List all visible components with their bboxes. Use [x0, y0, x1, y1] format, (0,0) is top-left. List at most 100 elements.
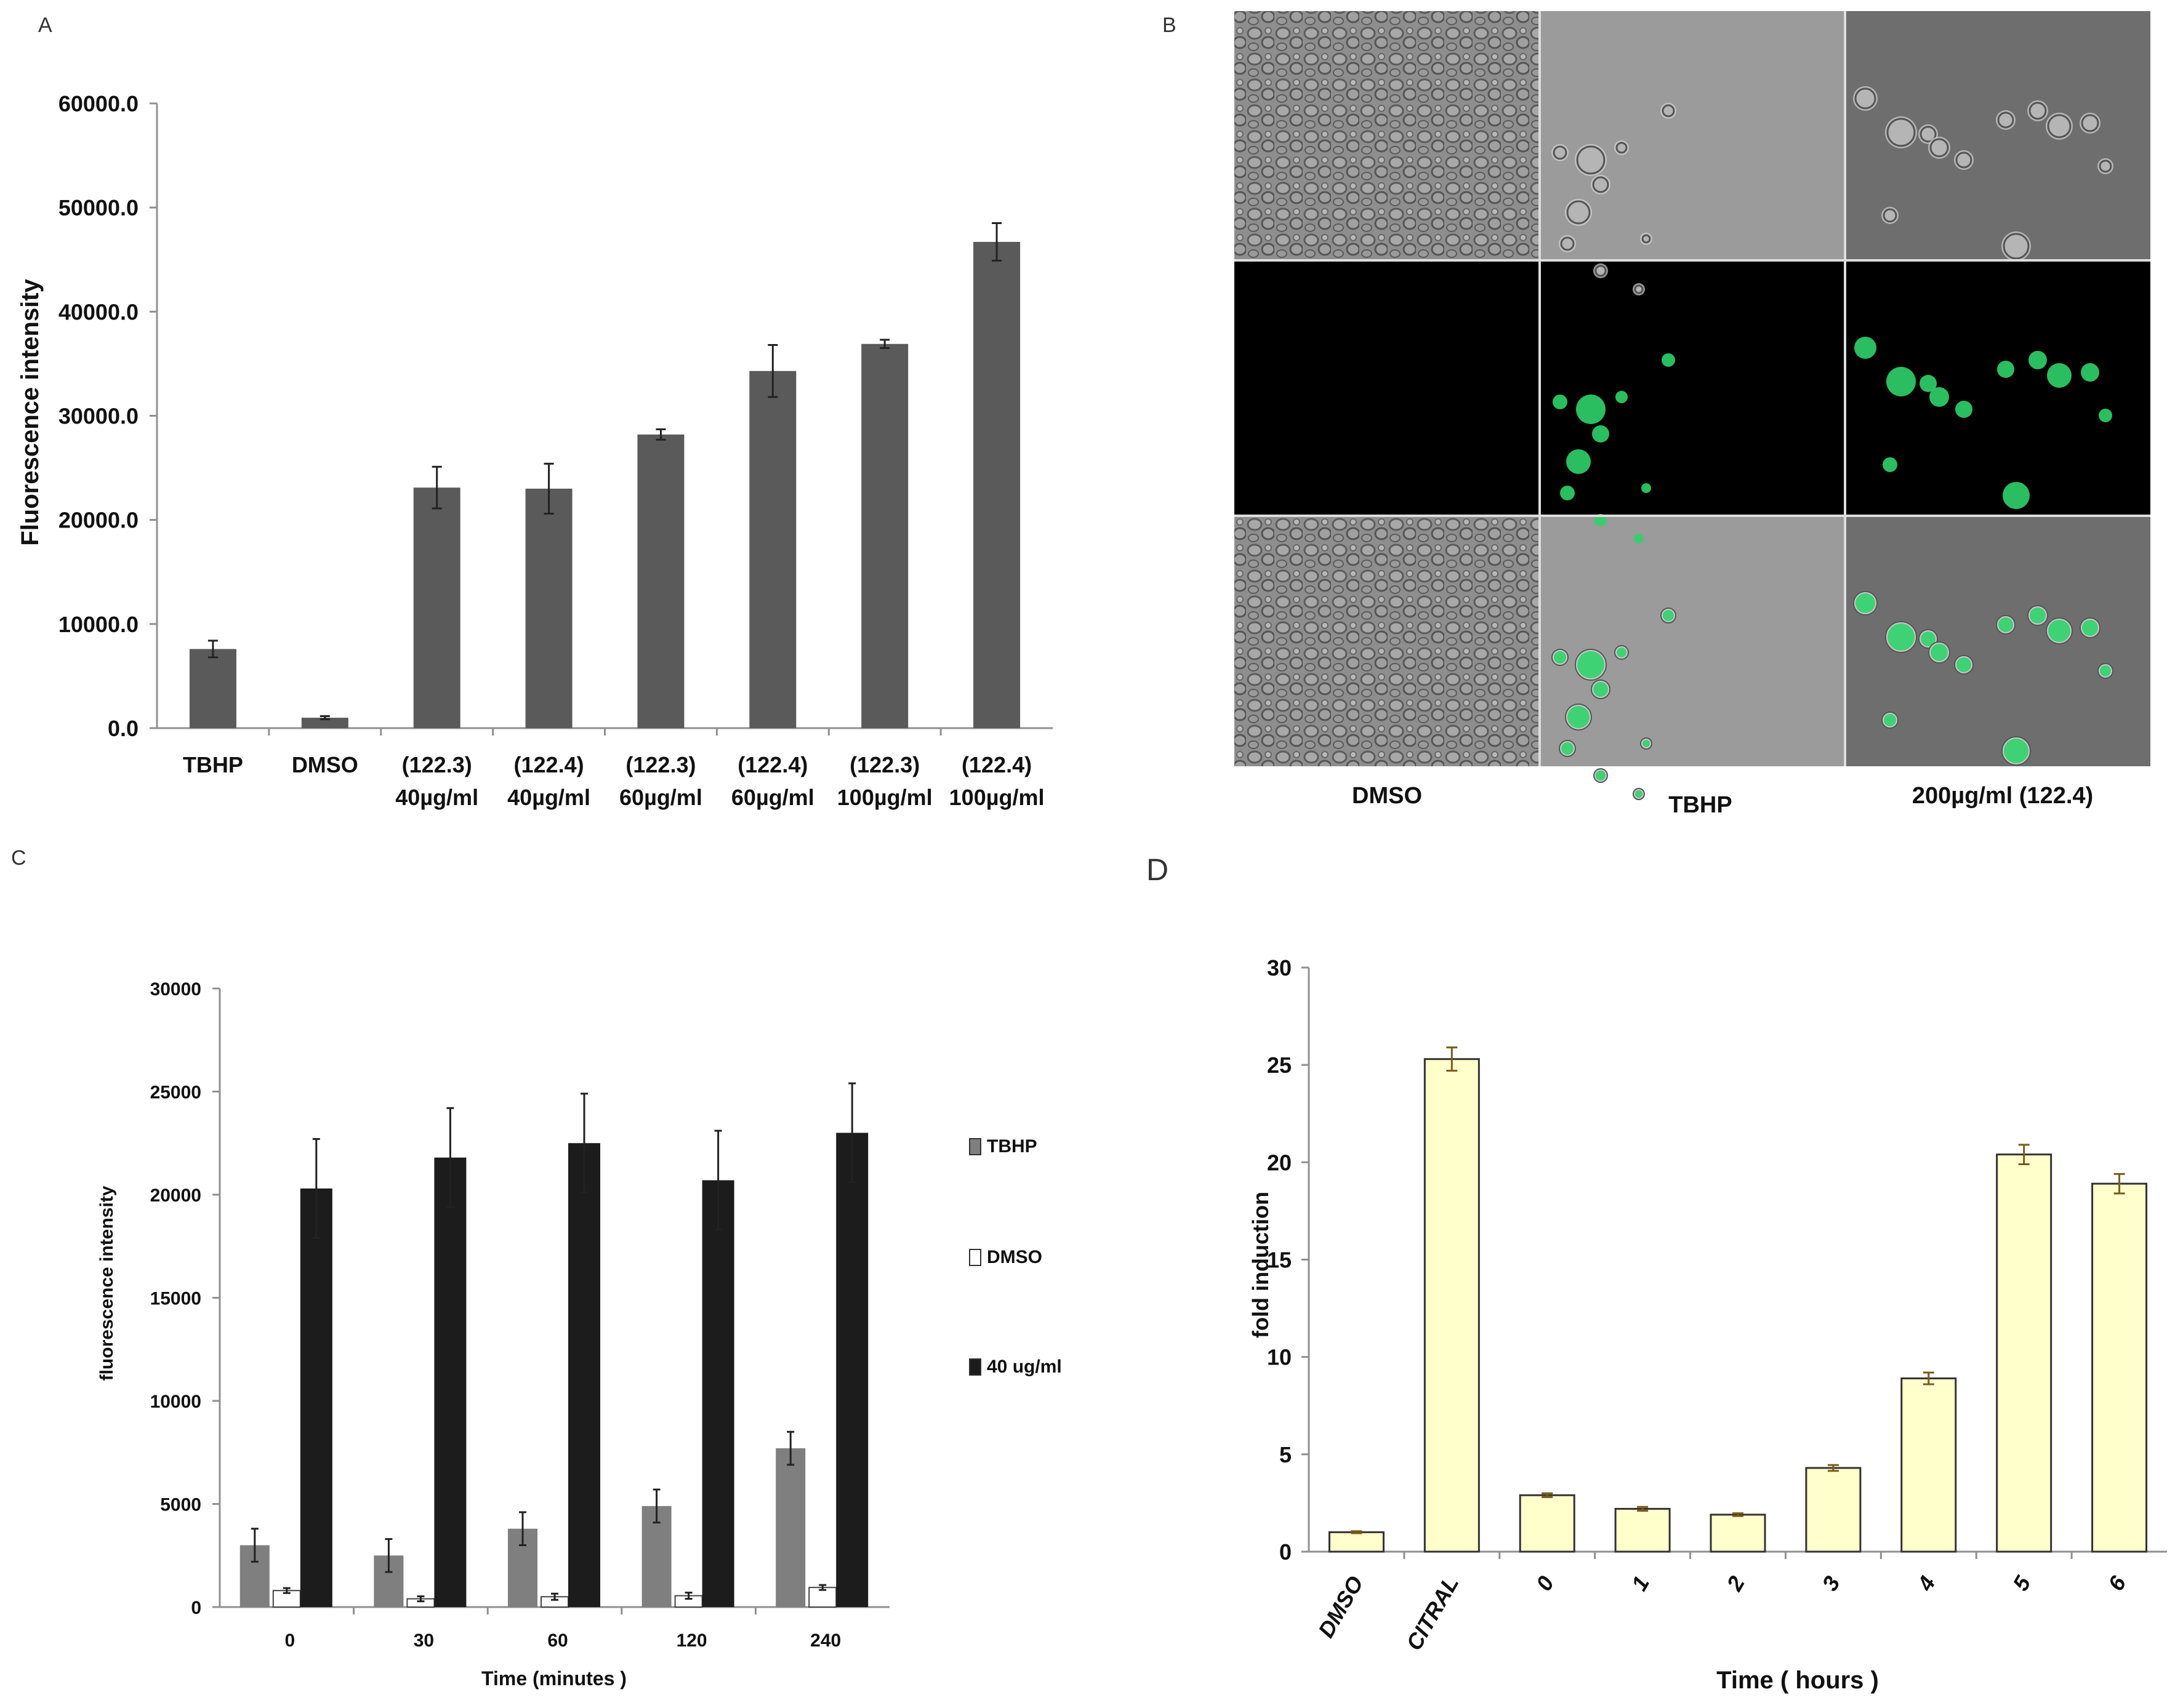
fluorescent-cell	[1577, 651, 1604, 678]
x-tick-label: (122.4)	[738, 752, 808, 777]
fluorescent-cell	[1997, 361, 2014, 378]
bar	[1328, 1531, 1385, 1553]
cell	[1594, 265, 1607, 277]
cell	[2028, 102, 2047, 120]
micrograph-cells	[1551, 86, 2113, 800]
chart-d-x-axis-label: Time ( hours )	[1716, 1667, 1879, 1694]
fluorescent-cell	[1998, 617, 2013, 632]
y-tick-label: 0	[1279, 1539, 1292, 1565]
x-tick-label: (122.3)	[850, 752, 920, 777]
y-tick-label: 5	[1279, 1442, 1292, 1467]
x-tick-label: 6	[2103, 1571, 2131, 1595]
fluorescent-cell	[1566, 449, 1591, 474]
y-tick-label: 30000.0	[58, 404, 139, 429]
fluorescent-cell	[1854, 337, 1876, 359]
cell	[1560, 236, 1575, 251]
fluorescent-cell	[1662, 353, 1675, 367]
cell	[1883, 208, 1897, 223]
fluorescent-cell	[1596, 771, 1606, 780]
y-tick-label: 25	[1267, 1052, 1292, 1078]
x-tick-label: CITRAL	[1401, 1572, 1463, 1655]
fluorescent-cell	[1641, 483, 1651, 493]
cell	[1641, 234, 1651, 244]
panel-label-a: A	[38, 14, 52, 37]
fluorescent-cell	[1567, 706, 1590, 728]
bar	[1710, 1514, 1766, 1553]
y-tick-label: 0	[191, 1598, 201, 1618]
y-tick-label: 0.0	[108, 716, 139, 741]
panel-label-b: B	[1162, 14, 1176, 37]
fluorescent-cell	[2048, 620, 2070, 642]
x-tick-label: DMSO	[1313, 1572, 1369, 1642]
fluorescent-cell	[1634, 534, 1644, 543]
y-tick-label: 20	[1267, 1150, 1292, 1175]
y-tick-label: 10	[1267, 1345, 1292, 1370]
bar	[1614, 1507, 1671, 1553]
micrograph-label-tbhp: TBHP	[1668, 792, 1732, 818]
fluorescent-cell	[1554, 651, 1566, 664]
x-tick-label: (122.3)	[402, 752, 472, 777]
fluorescent-cell	[1931, 644, 1948, 661]
micrograph-dmso-fluorescence	[1234, 260, 1540, 516]
y-tick-label: 40000.0	[58, 299, 139, 324]
chart-d: fold induction Time ( hours ) 0510152025…	[1248, 955, 2167, 1694]
x-tick-label: TBHP	[183, 752, 243, 777]
cell	[1566, 200, 1591, 225]
fluorescent-cell	[2003, 482, 2030, 509]
fluorescent-cell	[1929, 387, 1949, 407]
x-tick-label: (122.3)	[625, 752, 696, 777]
panel-label-d: D	[1146, 852, 1168, 887]
x-tick-label: DMSO	[292, 752, 358, 777]
fluorescent-cell	[1635, 790, 1642, 798]
cell	[2003, 233, 2030, 260]
fluorescent-cell	[2099, 409, 2112, 422]
x-tick-label: 2	[1721, 1572, 1750, 1596]
chart-c: fluorescence intensity Time (minutes ) 0…	[97, 979, 1062, 1690]
fluorescent-cell	[2081, 363, 2099, 382]
cell	[1854, 87, 1876, 110]
bar	[1519, 1494, 1575, 1553]
fluorescent-cell	[1553, 395, 1567, 409]
chart-c-y-axis-label: fluorescence intensity	[97, 1185, 117, 1381]
panel-label-c: C	[11, 846, 26, 870]
micrograph-tbhp-brightfield	[1540, 11, 1845, 260]
fluorescent-cell	[2082, 620, 2098, 636]
fluorescent-cell	[1920, 375, 1937, 392]
x-tick-label: 0	[1531, 1572, 1559, 1595]
chart-a: Fluorescence intensity 0.0 10000.0 20000.0…	[17, 91, 1053, 810]
cell	[1886, 118, 1916, 147]
bar	[1900, 1377, 1957, 1553]
x-tick-label: 3	[1817, 1572, 1845, 1595]
fluorescent-cell	[1663, 610, 1674, 621]
bar-40-ug/ml	[300, 1188, 332, 1607]
cell	[1929, 138, 1949, 158]
cell	[1553, 145, 1567, 160]
cell	[1955, 151, 1972, 169]
x-tick-label: 100µg/ml	[837, 785, 933, 810]
legend-label: DMSO	[987, 1247, 1042, 1267]
cell	[1634, 284, 1644, 294]
y-tick-label: 30	[1267, 955, 1292, 980]
fluorescent-cell	[1884, 714, 1896, 726]
micrograph-row-merged	[1234, 516, 2150, 766]
x-tick-label: 40µg/ml	[507, 785, 590, 810]
fluorescent-cell	[1956, 657, 1971, 672]
y-tick-label: 15	[1267, 1248, 1292, 1273]
legend-swatch	[969, 1358, 981, 1376]
cell	[1662, 104, 1675, 118]
micrograph-grid: DMSO TBHP 200µg/ml (122.4)	[1234, 11, 2150, 818]
bar-40-ug/ml	[702, 1180, 734, 1607]
bar	[861, 343, 909, 728]
cell	[1920, 126, 1937, 143]
x-tick-label: 4	[1912, 1572, 1940, 1596]
bar	[1996, 1153, 2052, 1553]
bar-40-ug/ml	[568, 1143, 600, 1607]
fluorescent-cell	[1593, 682, 1608, 697]
chart-d-y-axis-label: fold induction	[1248, 1192, 1273, 1338]
fluorescent-cell	[2030, 607, 2046, 623]
chart-a-y-axis-label: Fluorescence intensity	[17, 279, 44, 546]
fluorescent-cell	[1921, 631, 1936, 646]
x-tick-label: 30	[414, 1630, 434, 1651]
fluorescent-cell	[2028, 351, 2047, 369]
fluorescent-cell	[1560, 486, 1575, 500]
